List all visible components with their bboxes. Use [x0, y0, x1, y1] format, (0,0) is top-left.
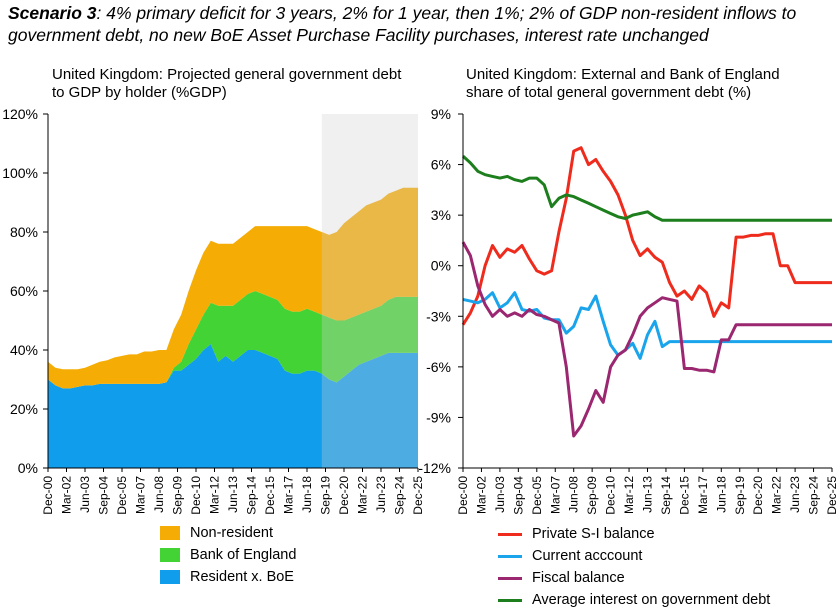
y-tick-label: 6% [431, 157, 451, 173]
x-tick-label: Mar-07 [548, 476, 562, 514]
projection-overlay [321, 114, 418, 468]
legend-swatch-non-resident [160, 526, 180, 540]
x-tick-label: Dec-00 [41, 476, 55, 515]
legend-label-bank-of-england: Bank of England [190, 547, 297, 563]
x-tick-label: Jun-18 [714, 476, 728, 513]
legend-item-bank-of-england: Bank of England [160, 544, 296, 566]
left-legend: Non-resident Bank of England Resident x.… [160, 522, 296, 588]
x-tick-label: Sep-19 [319, 476, 333, 515]
legend-line-avg-interest [498, 598, 522, 602]
left-chart-title: United Kingdom: Projected general govern… [52, 66, 402, 101]
y-tick-label: 120% [2, 106, 38, 122]
x-tick-label: Mar-17 [696, 476, 710, 514]
x-tick-label: Sep-19 [733, 476, 747, 515]
x-tick-label: Dec-15 [677, 476, 691, 515]
x-tick-label: Sep-24 [393, 476, 407, 515]
x-tick-label: Mar-12 [208, 476, 222, 514]
figure-title-bold: Scenario 3 [8, 3, 97, 23]
legend-item-avg-interest: Average interest on government debt [498, 589, 770, 611]
line-current-acccount [462, 291, 832, 360]
x-tick-label: Dec-25 [411, 476, 425, 515]
y-tick-label: 100% [2, 165, 38, 181]
y-tick-label: -12% [418, 460, 451, 476]
x-tick-label: Sep-04 [97, 476, 111, 515]
x-tick-label: Jun-03 [493, 476, 507, 513]
legend-swatch-resident [160, 570, 180, 584]
legend-line-current-account [498, 554, 522, 558]
legend-item-fiscal-balance: Fiscal balance [498, 567, 770, 589]
x-tick-label: Dec-10 [189, 476, 203, 515]
x-tick-label: Dec-05 [115, 476, 129, 515]
y-tick-label: 3% [431, 207, 451, 223]
x-tick-label: Jun-08 [152, 476, 166, 513]
x-tick-label: Dec-15 [263, 476, 277, 515]
legend-label-current-account: Current acccount [532, 548, 643, 564]
legend-line-fiscal-balance [498, 576, 522, 580]
y-tick-label: 20% [10, 401, 38, 417]
legend-item-private-si: Private S-I balance [498, 523, 770, 545]
right-chart-title: United Kingdom: External and Bank of Eng… [466, 66, 780, 101]
y-tick-label: 80% [10, 224, 38, 240]
y-tick-label: 60% [10, 283, 38, 299]
figure-title: Scenario 3: 4% primary deficit for 3 yea… [8, 2, 836, 46]
line-private-s-i-balance [461, 146, 832, 326]
x-tick-label: Jun-13 [641, 476, 655, 513]
x-tick-label: Jun-23 [788, 476, 802, 513]
x-tick-label: Dec-20 [337, 476, 351, 515]
figure-title-rest: : 4% primary deficit for 3 years, 2% for… [8, 3, 797, 45]
x-tick-label: Dec-25 [825, 476, 839, 515]
x-tick-label: Jun-08 [567, 476, 581, 513]
x-tick-label: Sep-24 [807, 476, 821, 515]
y-tick-label: -9% [426, 409, 451, 425]
x-tick-label: Mar-02 [474, 476, 488, 514]
legend-item-non-resident: Non-resident [160, 522, 296, 544]
x-tick-label: Dec-05 [530, 476, 544, 515]
y-tick-label: -6% [426, 359, 451, 375]
y-tick-label: 40% [10, 342, 38, 358]
x-tick-label: Sep-14 [245, 476, 259, 515]
area-bank-of-england [48, 291, 418, 389]
line-average-interest-on-government-debt [461, 154, 832, 222]
x-tick-label: Sep-09 [171, 476, 185, 515]
x-tick-label: Sep-14 [659, 476, 673, 515]
y-tick-label: -3% [426, 308, 451, 324]
legend-label-private-si: Private S-I balance [532, 526, 655, 542]
x-tick-label: Sep-04 [511, 476, 525, 515]
x-tick-label: Mar-22 [356, 476, 370, 514]
legend-line-private-si [498, 532, 522, 536]
legend-item-current-account: Current acccount [498, 545, 770, 567]
area-non-resident [48, 187, 418, 389]
line-fiscal-balance [461, 241, 832, 438]
x-tick-label: Sep-09 [585, 476, 599, 515]
x-tick-label: Mar-12 [622, 476, 636, 514]
x-tick-label: Mar-07 [134, 476, 148, 514]
legend-label-fiscal-balance: Fiscal balance [532, 570, 625, 586]
x-tick-label: Jun-23 [374, 476, 388, 513]
legend-label-resident: Resident x. BoE [190, 569, 294, 585]
x-tick-label: Dec-20 [751, 476, 765, 515]
area-resident-x-boe [48, 344, 418, 468]
x-tick-label: Jun-18 [300, 476, 314, 513]
x-tick-label: Mar-17 [282, 476, 296, 514]
x-tick-label: Mar-22 [770, 476, 784, 514]
right-legend: Private S-I balance Current acccount Fis… [498, 523, 770, 611]
y-tick-label: 0% [431, 258, 451, 274]
x-tick-label: Jun-13 [226, 476, 240, 513]
x-tick-label: Dec-00 [456, 476, 470, 515]
x-tick-label: Jun-03 [78, 476, 92, 513]
x-tick-label: Dec-10 [604, 476, 618, 515]
legend-label-non-resident: Non-resident [190, 525, 274, 541]
x-tick-label: Mar-02 [60, 476, 74, 514]
legend-label-avg-interest: Average interest on government debt [532, 592, 771, 608]
y-tick-label: 0% [18, 460, 38, 476]
legend-item-resident: Resident x. BoE [160, 566, 296, 588]
y-tick-label: 9% [431, 106, 451, 122]
legend-swatch-bank-of-england [160, 548, 180, 562]
